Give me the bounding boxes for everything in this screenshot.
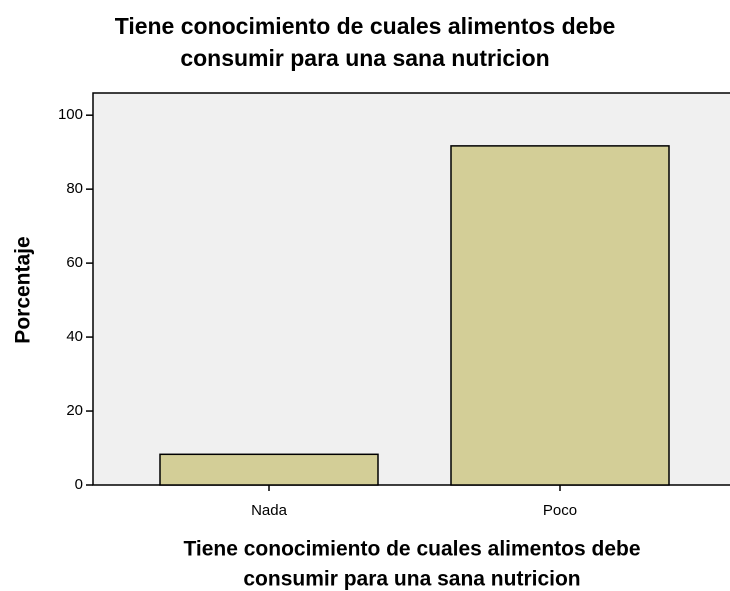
- x-tick-label: Nada: [251, 502, 288, 519]
- bar: [159, 453, 379, 486]
- chart-title: Tiene conocimiento de cuales alimentos d…: [115, 13, 616, 39]
- y-axis-label: Porcentaje: [12, 236, 35, 343]
- y-tick-label: 100: [58, 106, 83, 123]
- y-tick-label: 20: [66, 402, 83, 419]
- x-axis-label: Tiene conocimiento de cuales alimentos d…: [183, 538, 640, 561]
- x-axis-label: consumir para una sana nutricion: [243, 568, 580, 591]
- bar: [450, 145, 670, 486]
- y-tick-label: 0: [75, 476, 83, 493]
- y-tick-label: 80: [66, 180, 83, 197]
- chart-title: consumir para una sana nutricion: [180, 45, 549, 71]
- y-tick-label: 40: [66, 328, 83, 345]
- x-tick-label: Poco: [543, 502, 577, 519]
- y-tick-label: 60: [66, 254, 83, 271]
